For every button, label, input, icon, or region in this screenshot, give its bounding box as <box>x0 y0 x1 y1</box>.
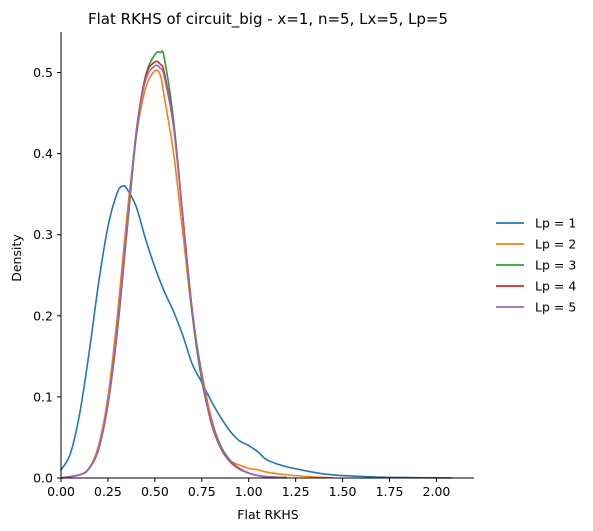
x-tick-label: 0.00 <box>47 484 75 499</box>
y-axis-ticks: 0.0 0.1 0.2 0.3 0.4 0.5 <box>33 65 61 486</box>
x-tick-label: 0.75 <box>188 484 216 499</box>
legend-label: Lp = 2 <box>535 237 576 252</box>
x-tick-label: 1.50 <box>329 484 357 499</box>
x-tick-label: 1.25 <box>282 484 310 499</box>
y-tick-label: 0.1 <box>33 389 53 404</box>
chart-title: Flat RKHS of circuit_big - x=1, n=5, Lx=… <box>88 10 448 29</box>
y-tick-label: 0.5 <box>33 65 53 80</box>
y-tick-label: 0.0 <box>33 471 53 486</box>
y-tick-label: 0.2 <box>33 308 53 323</box>
y-axis-label: Density <box>9 234 24 282</box>
y-tick-label: 0.4 <box>33 146 53 161</box>
x-tick-label: 1.75 <box>376 484 404 499</box>
x-tick-label: 1.00 <box>235 484 263 499</box>
legend-label: Lp = 4 <box>535 279 576 294</box>
x-tick-label: 0.25 <box>94 484 122 499</box>
legend: Lp = 1 Lp = 2 Lp = 3 Lp = 4 Lp = 5 <box>496 216 576 315</box>
y-tick-label: 0.3 <box>33 227 53 242</box>
x-axis-label: Flat RKHS <box>237 507 298 522</box>
legend-label: Lp = 5 <box>535 300 576 315</box>
legend-label: Lp = 3 <box>535 258 576 273</box>
series-line-lp-2 <box>60 69 334 479</box>
series-line-lp-1 <box>60 184 453 479</box>
x-axis-ticks: 0.00 0.25 0.50 0.75 1.00 1.25 1.50 1.75 2.00 <box>47 478 450 499</box>
series-line-lp-5 <box>60 64 288 479</box>
x-tick-label: 2.00 <box>423 484 451 499</box>
plot-area <box>60 50 453 479</box>
x-tick-label: 0.50 <box>141 484 169 499</box>
legend-label: Lp = 1 <box>535 216 576 231</box>
series-line-lp-3 <box>60 50 288 479</box>
